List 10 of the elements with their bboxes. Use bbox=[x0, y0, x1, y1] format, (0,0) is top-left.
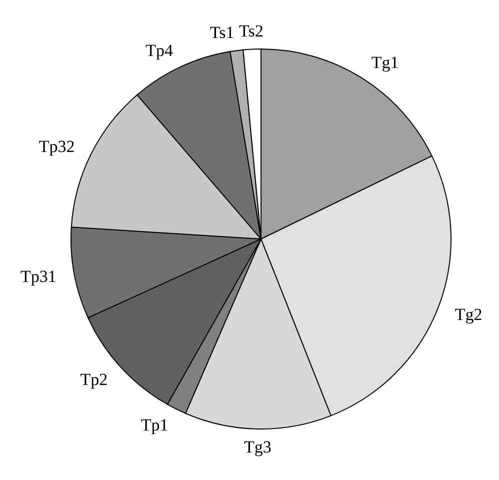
slice-label: Tp1 bbox=[140, 416, 168, 435]
slice-label: Tg2 bbox=[454, 304, 482, 324]
slice-label: Tp31 bbox=[20, 267, 56, 286]
slice-label: Tg1 bbox=[371, 53, 399, 72]
slice-label: Tp4 bbox=[146, 41, 174, 60]
slice-label: Tg3 bbox=[244, 437, 272, 456]
slice-label: Tp2 bbox=[80, 370, 108, 389]
slice-label: Ts1 bbox=[210, 23, 234, 42]
slice-label: Tp32 bbox=[38, 136, 75, 156]
slice-label: Ts2 bbox=[239, 22, 264, 41]
